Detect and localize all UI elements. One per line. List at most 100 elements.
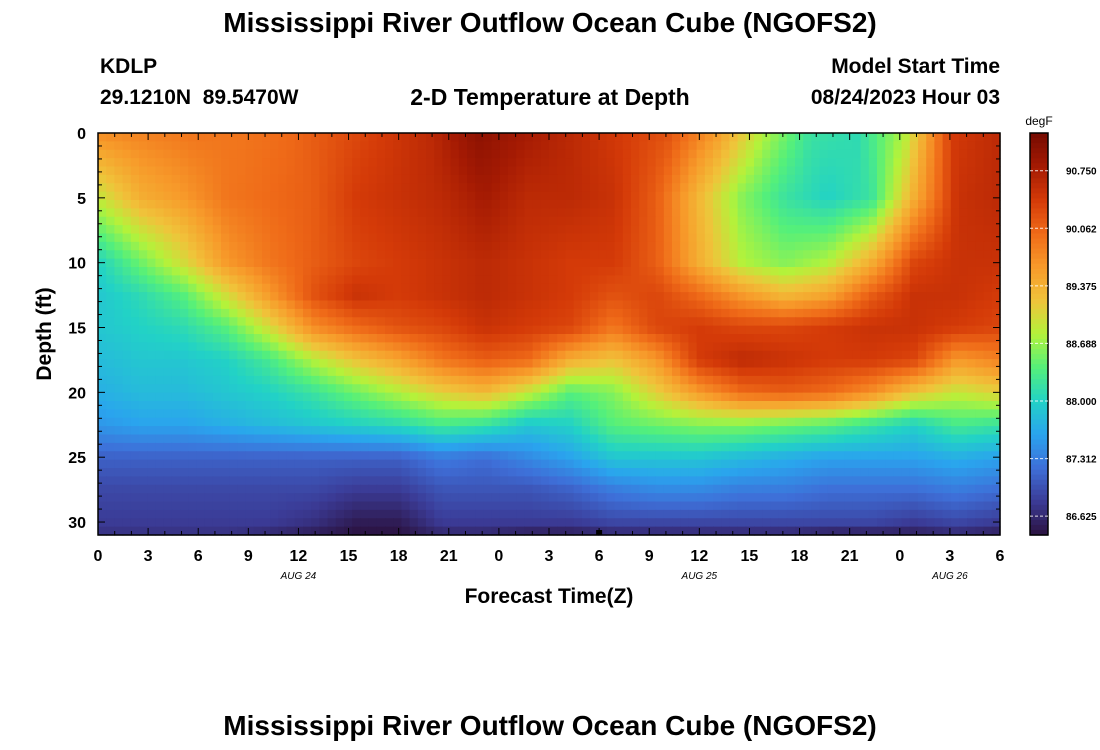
heatmap-cell bbox=[376, 141, 386, 151]
heatmap-cell bbox=[360, 459, 370, 469]
heatmap-cell bbox=[778, 158, 788, 168]
heatmap-cell bbox=[253, 191, 263, 201]
heatmap-cell bbox=[253, 476, 263, 486]
heatmap-cell bbox=[803, 275, 812, 285]
heatmap-cell bbox=[171, 384, 181, 394]
heatmap-cell bbox=[327, 401, 337, 410]
heatmap-cell bbox=[475, 384, 484, 394]
heatmap-cell bbox=[770, 283, 780, 293]
heatmap-cell bbox=[786, 283, 796, 293]
heatmap-cell bbox=[98, 484, 107, 494]
heatmap-cell bbox=[893, 334, 903, 343]
heatmap-cell bbox=[499, 392, 509, 402]
heatmap-cell bbox=[401, 292, 411, 302]
heatmap-cell bbox=[196, 141, 206, 151]
heatmap-cell bbox=[827, 267, 837, 276]
heatmap-cell bbox=[811, 283, 821, 293]
heatmap-cell bbox=[311, 191, 320, 201]
heatmap-cell bbox=[524, 501, 534, 511]
heatmap-cell bbox=[204, 183, 214, 193]
heatmap-cell bbox=[770, 434, 780, 444]
heatmap-cell bbox=[745, 258, 755, 268]
heatmap-cell bbox=[860, 200, 870, 209]
heatmap-cell bbox=[877, 493, 886, 503]
heatmap-cell bbox=[901, 200, 911, 209]
heatmap-cell bbox=[368, 133, 378, 142]
heatmap-cell bbox=[778, 174, 788, 184]
heatmap-cell bbox=[557, 417, 566, 427]
heatmap-cell bbox=[811, 317, 821, 327]
heatmap-cell bbox=[918, 292, 927, 302]
heatmap-cell bbox=[762, 158, 771, 168]
heatmap-cell bbox=[663, 350, 673, 360]
heatmap-cell bbox=[975, 375, 985, 385]
heatmap-cell bbox=[196, 392, 206, 402]
heatmap-cell bbox=[245, 141, 255, 151]
heatmap-cell bbox=[245, 300, 255, 310]
heatmap-cell bbox=[877, 158, 886, 168]
heatmap-cell bbox=[262, 451, 271, 461]
heatmap-cell bbox=[139, 308, 148, 318]
heatmap-cell bbox=[311, 233, 320, 243]
heatmap-cell bbox=[639, 367, 648, 377]
heatmap-cell bbox=[114, 317, 124, 327]
heatmap-cell bbox=[532, 325, 542, 335]
heatmap-cell bbox=[499, 267, 509, 276]
heatmap-cell bbox=[680, 325, 689, 335]
heatmap-cell bbox=[262, 334, 271, 343]
heatmap-cell bbox=[417, 384, 427, 394]
heatmap-cell bbox=[573, 409, 583, 419]
heatmap-cell bbox=[622, 476, 632, 486]
heatmap-cell bbox=[508, 401, 517, 410]
heatmap-cell bbox=[704, 317, 714, 327]
heatmap-cell bbox=[729, 375, 739, 385]
heatmap-cell bbox=[434, 225, 443, 235]
heatmap-cell bbox=[967, 174, 976, 184]
heatmap-cell bbox=[549, 308, 558, 318]
heatmap-cell bbox=[877, 459, 886, 469]
heatmap-cell bbox=[294, 501, 304, 511]
heatmap-cell bbox=[926, 334, 935, 343]
heatmap-cell bbox=[491, 241, 501, 251]
heatmap-cell bbox=[270, 283, 279, 293]
heatmap-cell bbox=[508, 149, 517, 159]
heatmap-cell bbox=[803, 233, 812, 243]
heatmap-cell bbox=[434, 183, 443, 193]
heatmap-cell bbox=[450, 292, 460, 302]
heatmap-cell bbox=[344, 283, 353, 293]
heatmap-cell bbox=[975, 283, 985, 293]
heatmap-cell bbox=[565, 484, 575, 494]
heatmap-cell bbox=[737, 409, 747, 419]
heatmap-cell bbox=[171, 216, 181, 226]
heatmap-cell bbox=[885, 375, 894, 385]
heatmap-cell bbox=[754, 233, 763, 243]
heatmap-cell bbox=[417, 241, 427, 251]
heatmap-cell bbox=[139, 258, 148, 268]
heatmap-cell bbox=[647, 191, 657, 201]
heatmap-cell bbox=[237, 350, 247, 360]
heatmap-cell bbox=[934, 334, 944, 343]
heatmap-cell bbox=[852, 442, 862, 452]
heatmap-cell bbox=[270, 149, 279, 159]
heatmap-cell bbox=[311, 476, 320, 486]
heatmap-cell bbox=[360, 468, 370, 477]
heatmap-cell bbox=[663, 359, 673, 369]
heatmap-cell bbox=[786, 459, 796, 469]
heatmap-cell bbox=[303, 325, 312, 335]
heatmap-cell bbox=[663, 401, 673, 410]
heatmap-cell bbox=[852, 191, 862, 201]
heatmap-cell bbox=[401, 191, 411, 201]
heatmap-cell bbox=[516, 468, 525, 477]
heatmap-cell bbox=[860, 359, 870, 369]
heatmap-cell bbox=[967, 367, 976, 377]
heatmap-cell bbox=[294, 133, 304, 142]
heatmap-cell bbox=[368, 200, 378, 209]
heatmap-cell bbox=[508, 267, 517, 276]
heatmap-cell bbox=[549, 300, 558, 310]
heatmap-cell bbox=[221, 308, 230, 318]
heatmap-cell bbox=[614, 283, 624, 293]
heatmap-cell bbox=[942, 308, 952, 318]
heatmap-cell bbox=[385, 183, 394, 193]
heatmap-cell bbox=[696, 501, 706, 511]
heatmap-cell bbox=[696, 183, 706, 193]
